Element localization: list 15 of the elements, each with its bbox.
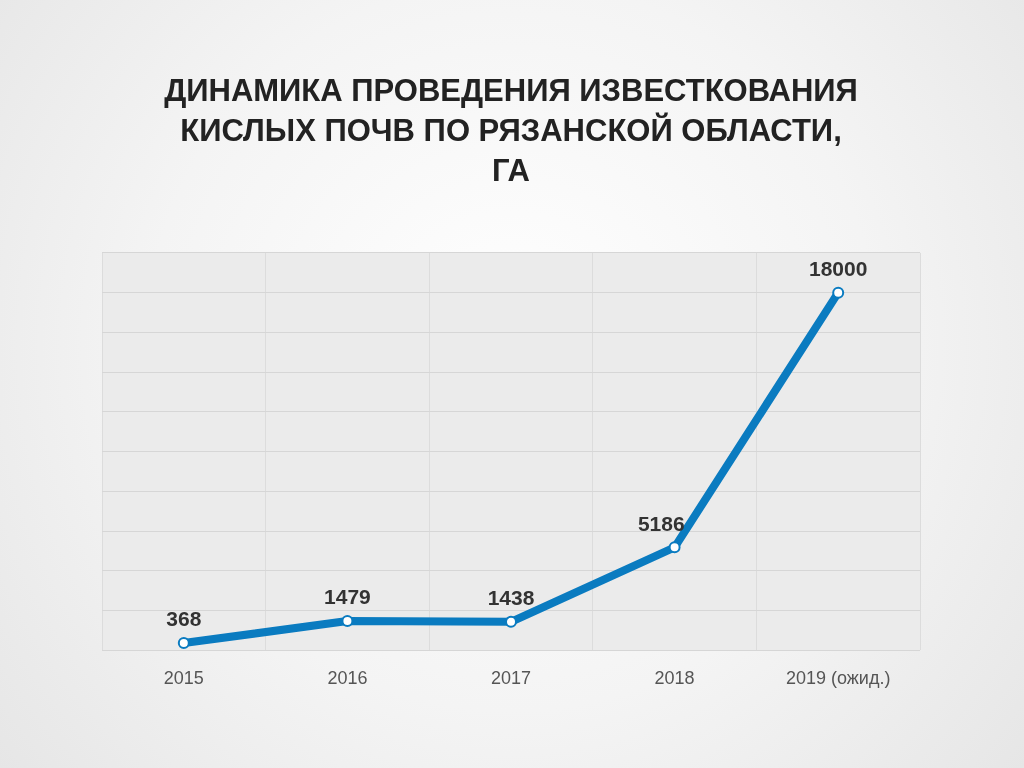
- x-tick-label: 2015: [163, 668, 204, 689]
- data-label: 1438: [487, 586, 535, 610]
- x-tick-label: 2016: [327, 668, 368, 689]
- x-tick-label: 2019 (ожид.): [785, 668, 891, 689]
- point: [177, 637, 190, 650]
- data-label: 5186: [637, 511, 685, 535]
- data-label: 368: [166, 607, 202, 631]
- x-tick-label: 2018: [654, 668, 695, 689]
- chart-title: ДИНАМИКА ПРОВЕДЕНИЯ ИЗВЕСТКОВАНИЯ КИСЛЫХ ПОЧВ ПО РЯЗАНСКОЙ ОБЛАСТИ, ГА: [164, 72, 858, 189]
- data-label: 18000: [809, 256, 868, 280]
- point: [832, 286, 845, 299]
- x-tick-label: 2017: [490, 668, 532, 689]
- point: [668, 541, 681, 554]
- data-label: 1479: [324, 585, 371, 609]
- point: [505, 615, 517, 628]
